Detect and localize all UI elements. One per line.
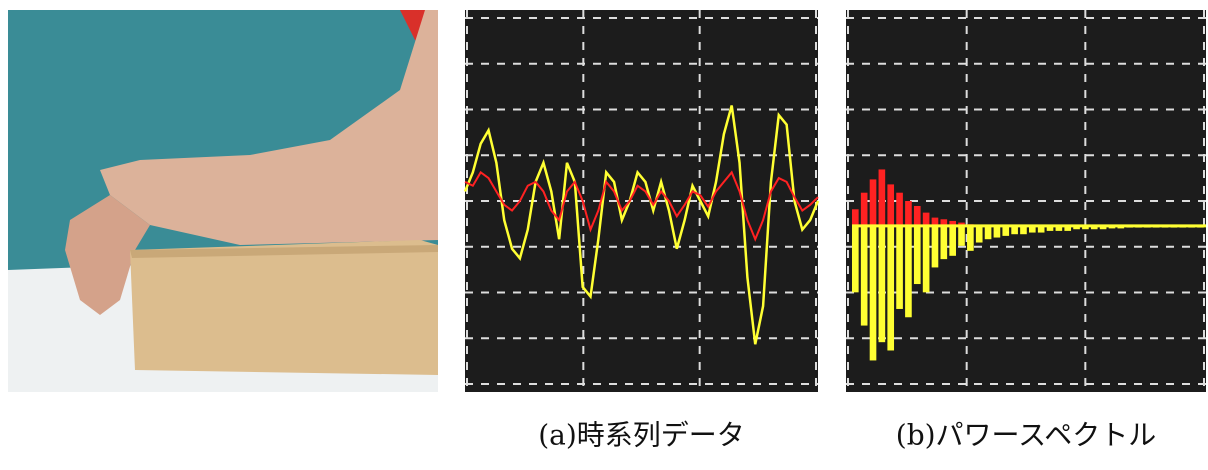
spectrum-bar — [923, 226, 930, 292]
spectrum-bar — [861, 226, 868, 326]
spectrum-bar — [914, 226, 921, 284]
caption: (a)時系列データ — [538, 419, 745, 452]
spectrum-bar — [932, 226, 939, 268]
spectrum-bar — [976, 226, 983, 243]
spectrum-bar — [879, 226, 886, 342]
page: (a)時系列データ (b)パワースペクトル (() => { const dat… — [0, 0, 1208, 470]
spectrum-bar — [852, 209, 859, 226]
figure: (a)時系列データ (b)パワースペクトル — [0, 0, 1208, 470]
spectrum-bar — [905, 201, 912, 226]
spectrum-bar — [949, 226, 956, 256]
spectrum-bar — [887, 184, 894, 226]
caption: (b)パワースペクトル — [896, 419, 1156, 452]
spectrum-bar — [914, 206, 921, 226]
spectrum-bar — [896, 193, 903, 226]
spectrum-bar — [994, 226, 1001, 238]
spectrum-bar — [967, 226, 974, 251]
spectrum-bar — [985, 226, 992, 239]
spectrum-bar — [905, 226, 912, 317]
spectrum-bar — [923, 213, 930, 226]
spectrum-bar — [879, 169, 886, 225]
photo — [8, 10, 438, 392]
spectrum-bar — [887, 226, 894, 351]
spectrum-bar — [941, 226, 948, 259]
spectrum-bar — [870, 226, 877, 361]
spectrum-bar — [896, 226, 903, 309]
spectrum-bar — [861, 193, 868, 226]
time-series-chart: (a)時系列データ — [465, 10, 818, 452]
power-spectrum-chart: (b)パワースペクトル — [846, 10, 1206, 452]
spectrum-bar — [958, 226, 965, 246]
spectrum-bar — [852, 226, 859, 292]
spectrum-bar — [870, 179, 877, 226]
